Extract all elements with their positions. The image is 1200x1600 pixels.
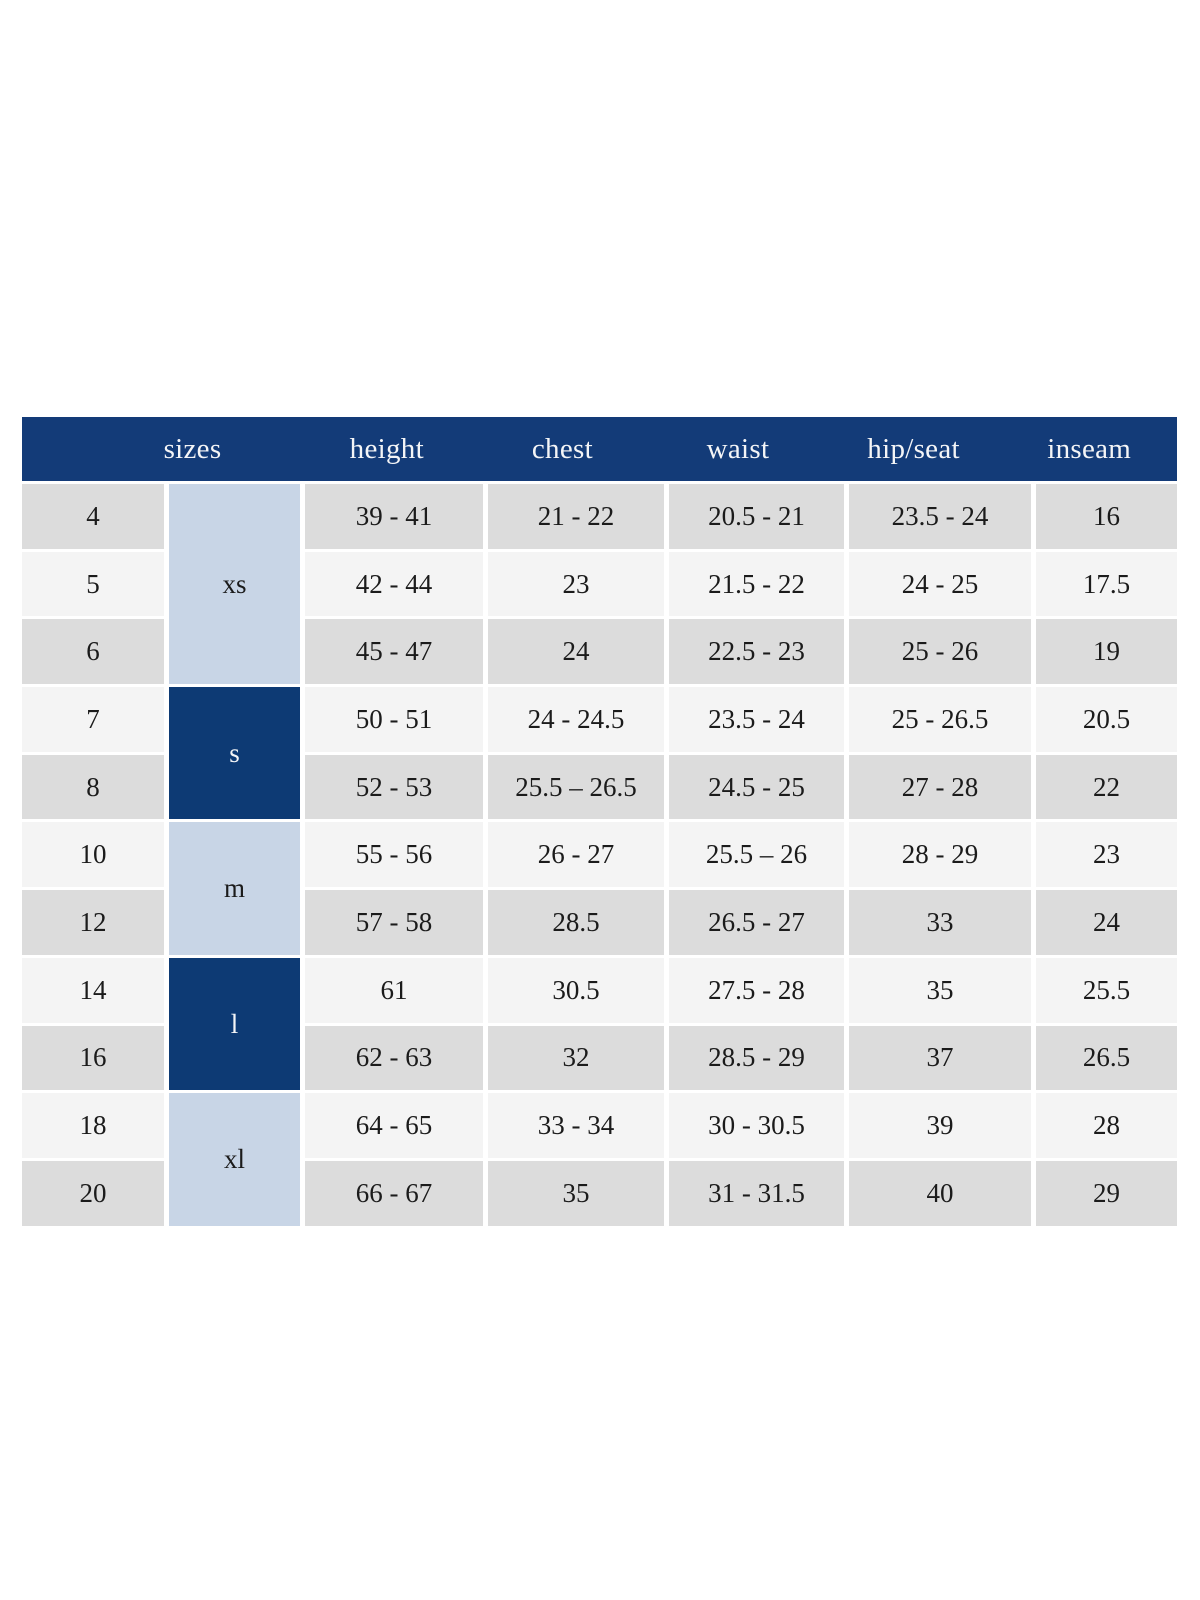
hip-seat-cell: 28 - 29 [849, 822, 1031, 888]
waist-cell: 26.5 - 27 [669, 890, 844, 955]
size-number-cell: 12 [22, 890, 164, 955]
hip-seat-cell: 39 [849, 1093, 1031, 1158]
chest-cell: 21 - 22 [488, 484, 664, 549]
hip-seat-cell: 25 - 26.5 [849, 687, 1031, 752]
table-header-row: sizes height chest waist hip/seat inseam [22, 417, 1177, 481]
waist-cell: 20.5 - 21 [669, 484, 844, 549]
chest-cell: 32 [488, 1025, 664, 1091]
header-cell-inseam: inseam [1047, 432, 1132, 465]
header-cell-hip-seat: hip/seat [867, 432, 960, 465]
inseam-cell: 24 [1036, 890, 1177, 955]
height-cell: 50 - 51 [305, 687, 483, 752]
size-number-cell: 18 [22, 1093, 164, 1158]
waist-cell: 25.5 – 26 [669, 822, 844, 888]
chest-cell: 30.5 [488, 957, 664, 1023]
height-cell: 45 - 47 [305, 619, 483, 685]
header-cell-waist: waist [706, 432, 770, 465]
hip-seat-cell: 40 [849, 1160, 1031, 1226]
size-number-cell: 8 [22, 754, 164, 820]
waist-cell: 21.5 - 22 [669, 551, 844, 617]
height-cell: 62 - 63 [305, 1025, 483, 1091]
size-number-cell: 7 [22, 687, 164, 752]
size-chart-table: sizes height chest waist hip/seat inseam… [22, 417, 1177, 1226]
header-cell-sizes: sizes [163, 432, 222, 465]
inseam-cell: 28 [1036, 1093, 1177, 1158]
inseam-cell: 25.5 [1036, 957, 1177, 1023]
height-cell: 55 - 56 [305, 822, 483, 888]
size-number-cell: 16 [22, 1025, 164, 1091]
header-cell-chest: chest [531, 432, 593, 465]
chest-cell: 26 - 27 [488, 822, 664, 888]
height-cell: 66 - 67 [305, 1160, 483, 1226]
hip-seat-cell: 24 - 25 [849, 551, 1031, 617]
size-group-cell: xs [169, 484, 300, 685]
inseam-cell: 17.5 [1036, 551, 1177, 617]
table-body: 4 39 - 41 21 - 22 20.5 - 21 23.5 - 24 16 5 42 -… [22, 484, 1177, 1226]
hip-seat-cell: 33 [849, 890, 1031, 955]
chest-cell: 33 - 34 [488, 1093, 664, 1158]
size-number-cell: 6 [22, 619, 164, 685]
waist-cell: 22.5 - 23 [669, 619, 844, 685]
inseam-cell: 22 [1036, 754, 1177, 820]
size-number-cell: 10 [22, 822, 164, 888]
size-group-cell: l [169, 957, 300, 1091]
inseam-cell: 16 [1036, 484, 1177, 549]
inseam-cell: 20.5 [1036, 687, 1177, 752]
hip-seat-cell: 35 [849, 957, 1031, 1023]
size-group-cell: s [169, 687, 300, 820]
chest-cell: 25.5 – 26.5 [488, 754, 664, 820]
height-cell: 57 - 58 [305, 890, 483, 955]
chest-cell: 28.5 [488, 890, 664, 955]
size-number-cell: 5 [22, 551, 164, 617]
height-cell: 52 - 53 [305, 754, 483, 820]
size-number-cell: 14 [22, 957, 164, 1023]
chest-cell: 24 - 24.5 [488, 687, 664, 752]
waist-cell: 24.5 - 25 [669, 754, 844, 820]
hip-seat-cell: 37 [849, 1025, 1031, 1091]
height-cell: 61 [305, 957, 483, 1023]
size-group-cell: m [169, 822, 300, 955]
size-number-cell: 20 [22, 1160, 164, 1226]
header-cell-height: height [349, 432, 424, 465]
inseam-cell: 26.5 [1036, 1025, 1177, 1091]
chest-cell: 24 [488, 619, 664, 685]
chest-cell: 35 [488, 1160, 664, 1226]
size-number-cell: 4 [22, 484, 164, 549]
inseam-cell: 23 [1036, 822, 1177, 888]
height-cell: 39 - 41 [305, 484, 483, 549]
size-group-cell: xl [169, 1093, 300, 1226]
inseam-cell: 29 [1036, 1160, 1177, 1226]
hip-seat-cell: 23.5 - 24 [849, 484, 1031, 549]
hip-seat-cell: 25 - 26 [849, 619, 1031, 685]
height-cell: 64 - 65 [305, 1093, 483, 1158]
waist-cell: 23.5 - 24 [669, 687, 844, 752]
waist-cell: 31 - 31.5 [669, 1160, 844, 1226]
waist-cell: 28.5 - 29 [669, 1025, 844, 1091]
inseam-cell: 19 [1036, 619, 1177, 685]
height-cell: 42 - 44 [305, 551, 483, 617]
waist-cell: 27.5 - 28 [669, 957, 844, 1023]
hip-seat-cell: 27 - 28 [849, 754, 1031, 820]
waist-cell: 30 - 30.5 [669, 1093, 844, 1158]
chest-cell: 23 [488, 551, 664, 617]
